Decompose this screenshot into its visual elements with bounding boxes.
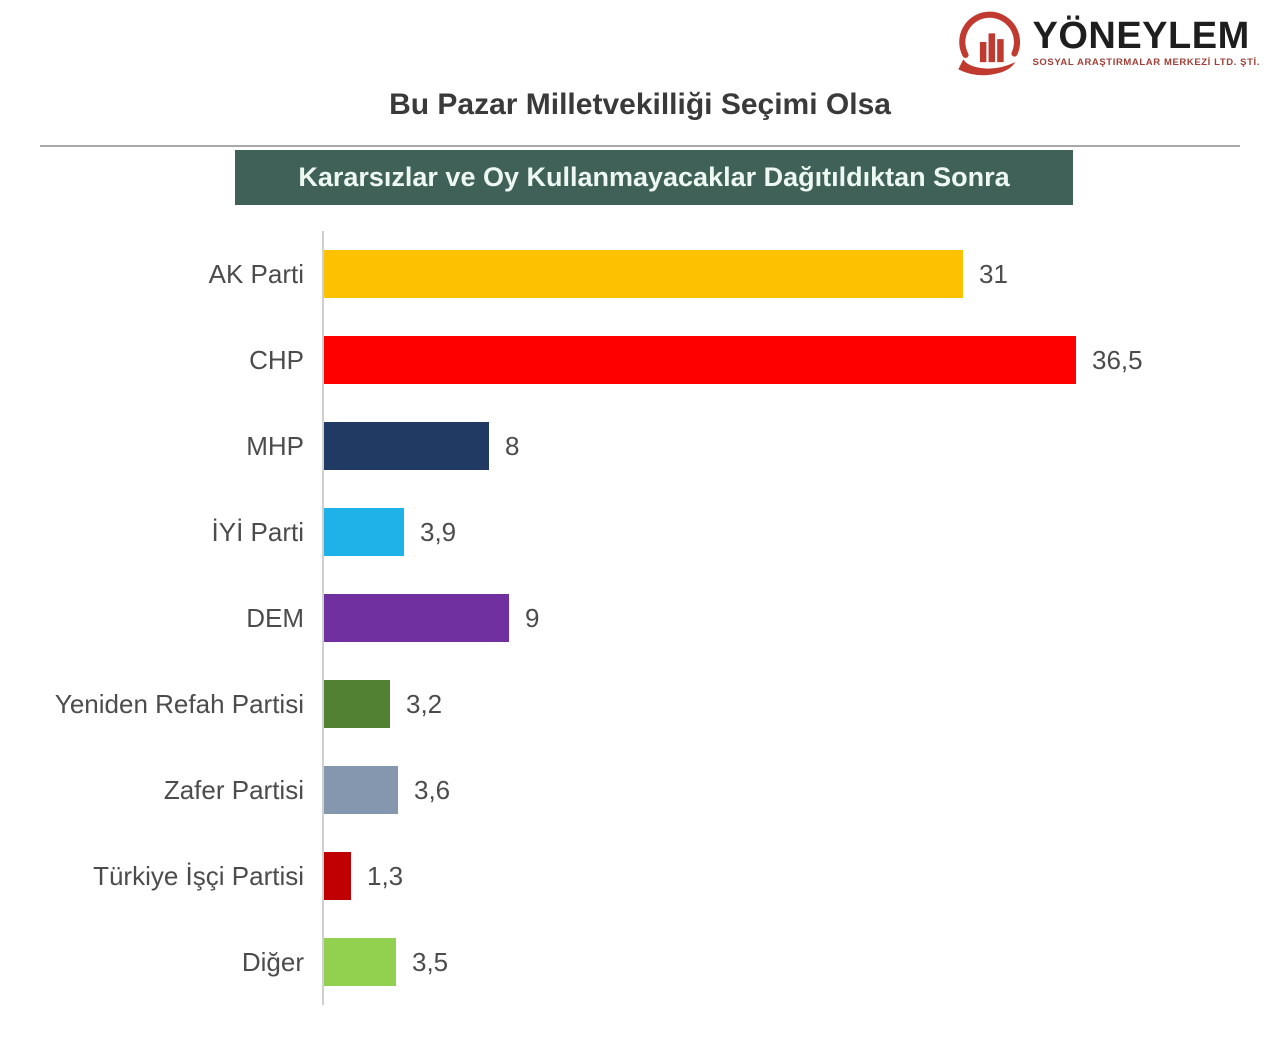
- brand-tagline: SOSYAL ARAŞTIRMALAR MERKEZİ LTD. ŞTİ.: [1032, 56, 1260, 68]
- chart-row-yeniden-refah-partisi: Yeniden Refah Partisi 3,2: [0, 661, 1280, 747]
- party-label-zafer-partisi: Zafer Partisi: [163, 774, 304, 805]
- value-label-yeniden-refah-partisi: 3,2: [406, 688, 443, 719]
- value-label-diger: 3,5: [412, 946, 449, 977]
- chart-row-zafer-partisi: Zafer Partisi 3,6: [0, 747, 1280, 833]
- chart-row-dem: DEM 9: [0, 575, 1280, 661]
- party-label-ak-parti: AK Parti: [208, 258, 304, 289]
- value-label-ak-parti: 31: [979, 258, 1008, 289]
- subtitle-banner: Kararsızlar ve Oy Kullanmayacaklar Dağıt…: [235, 150, 1073, 205]
- chart-row-iyi-parti: İYİ Parti 3,9: [0, 489, 1280, 575]
- bar-iyi-parti: [324, 508, 404, 556]
- value-label-zafer-partisi: 3,6: [414, 774, 451, 805]
- value-label-turkiye-isci-partisi: 1,3: [367, 860, 404, 891]
- bar-diger: [324, 938, 396, 986]
- chart-row-ak-parti: AK Parti 31: [0, 231, 1280, 317]
- value-label-dem: 9: [525, 602, 540, 633]
- bar-chart: AK Parti 31 CHP 36,5 MHP 8 İYİ Parti 3,9 DEM 9 Yen…: [0, 231, 1280, 1005]
- party-label-chp: CHP: [249, 344, 304, 375]
- value-label-chp: 36,5: [1092, 344, 1143, 375]
- party-label-iyi-parti: İYİ Parti: [211, 516, 304, 547]
- bar-dem: [324, 594, 509, 642]
- chart-row-diger: Diğer 3,5: [0, 919, 1280, 1005]
- page-title: Bu Pazar Milletvekilliği Seçimi Olsa: [389, 88, 891, 121]
- bar-track: 36,5: [322, 317, 1280, 403]
- logo-text: YÖNEYLEM SOSYAL ARAŞTIRMALAR MERKEZİ LTD…: [1032, 17, 1260, 68]
- bar-chp: [324, 336, 1076, 384]
- party-label-turkiye-isci-partisi: Türkiye İşçi Partisi: [93, 860, 304, 891]
- bar-track: 31: [322, 231, 1280, 317]
- bar-track: 3,5: [322, 919, 1280, 1005]
- party-label-dem: DEM: [246, 602, 304, 633]
- bar-chart-arc-hand-icon: [958, 11, 1021, 76]
- bar-track: 3,6: [322, 747, 1280, 833]
- divider-line: [40, 145, 1240, 147]
- party-label-diger: Diğer: [241, 946, 304, 977]
- bar-track: 3,2: [322, 661, 1280, 747]
- value-label-iyi-parti: 3,9: [420, 516, 457, 547]
- party-label-yeniden-refah-partisi: Yeniden Refah Partisi: [54, 688, 304, 719]
- bar-zafer-partisi: [324, 766, 398, 814]
- chart-row-turkiye-isci-partisi: Türkiye İşçi Partisi 1,3: [0, 833, 1280, 919]
- chart-row-chp: CHP 36,5: [0, 317, 1280, 403]
- chart-row-mhp: MHP 8: [0, 403, 1280, 489]
- value-label-mhp: 8: [505, 430, 520, 461]
- bar-track: 3,9: [322, 489, 1280, 575]
- bar-mhp: [324, 422, 489, 470]
- brand-name: YÖNEYLEM: [1032, 14, 1250, 57]
- party-label-mhp: MHP: [246, 430, 304, 461]
- bar-track: 8: [322, 403, 1280, 489]
- bar-yeniden-refah-partisi: [324, 680, 390, 728]
- bar-turkiye-isci-partisi: [324, 852, 351, 900]
- yoneylem-logo: YÖNEYLEM SOSYAL ARAŞTIRMALAR MERKEZİ LTD…: [954, 6, 1260, 78]
- bar-ak-parti: [324, 250, 963, 298]
- bar-track: 1,3: [322, 833, 1280, 919]
- bar-track: 9: [322, 575, 1280, 661]
